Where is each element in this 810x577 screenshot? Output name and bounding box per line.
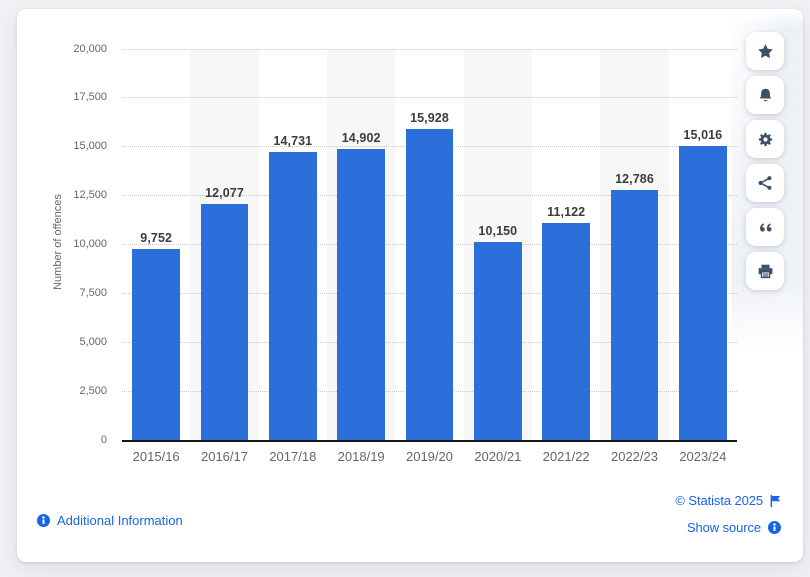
bar-2020/21[interactable] (474, 241, 522, 440)
x-tick-label: 2022/23 (610, 448, 658, 464)
alerts-button[interactable] (746, 76, 784, 114)
y-tick-label: 5,000 (79, 335, 107, 348)
gridline (122, 97, 737, 99)
y-tick-label: 7,500 (79, 286, 107, 299)
print-button[interactable] (746, 252, 784, 290)
info-icon (768, 521, 781, 534)
chart-toolbar (746, 32, 784, 296)
flag-icon (770, 494, 781, 507)
y-tick-label: 15,000 (73, 140, 107, 153)
bar-2015/16[interactable] (132, 249, 180, 440)
bar-value-label: 14,902 (341, 130, 381, 145)
additional-information-label: Additional Information (57, 513, 183, 528)
quote-icon (757, 219, 774, 236)
x-tick-label: 2015/16 (132, 448, 180, 464)
bar-value-label: 10,150 (478, 223, 518, 238)
show-source-label: Show source (686, 520, 761, 535)
share-button[interactable] (746, 164, 784, 202)
bar-value-label: 15,016 (683, 128, 723, 143)
plot-area: 9,752 12,077 14,731 14,902 15,928 10,150 11,12… (122, 48, 737, 442)
footer-right: © Statista 2025 Show source (675, 493, 781, 535)
bar-value-label: 12,786 (615, 172, 654, 187)
x-tick-label: 2020/21 (474, 448, 522, 464)
settings-button[interactable] (746, 120, 784, 158)
y-tick-label: 0 (100, 433, 107, 446)
bar-2017/18[interactable] (269, 152, 317, 440)
info-icon (37, 514, 50, 527)
statista-copyright-link[interactable]: © Statista 2025 (675, 493, 781, 508)
y-tick-label: 17,500 (73, 91, 107, 104)
x-tick-label: 2018/19 (337, 448, 385, 464)
bar-value-label: 9,752 (140, 231, 173, 246)
bar-2019/20[interactable] (405, 128, 454, 440)
y-tick-label: 12,500 (73, 189, 107, 202)
y-tick-label: 20,000 (73, 42, 107, 55)
printer-icon (757, 263, 774, 280)
bar-2016/17[interactable] (200, 203, 249, 440)
additional-information-link[interactable]: Additional Information (37, 513, 183, 528)
bar-value-label: 12,077 (205, 185, 244, 200)
bar-value-label: 11,122 (547, 204, 586, 219)
x-tick-label: 2021/22 (542, 448, 590, 464)
cite-button[interactable] (746, 208, 784, 246)
y-tick-label: 2,500 (79, 384, 107, 397)
gridline (122, 48, 737, 50)
bar-2023/24[interactable] (679, 146, 727, 440)
bar-2018/19[interactable] (337, 148, 385, 440)
bar-2021/22[interactable] (542, 222, 590, 440)
bar-value-label: 15,928 (410, 110, 449, 125)
x-tick-label: 2019/20 (405, 448, 453, 464)
share-icon (757, 175, 773, 191)
show-source-link[interactable]: Show source (675, 520, 781, 535)
favorite-button[interactable] (746, 32, 784, 70)
x-axis-line (122, 440, 737, 442)
y-tick-label: 10,000 (73, 238, 107, 250)
x-axis-tick-labels: 2015/16 2016/17 2017/18 2018/19 2019/20 2020/… (122, 449, 737, 465)
bar-2022/23[interactable] (610, 190, 659, 440)
x-tick-label: 2016/17 (200, 448, 248, 464)
bar-value-label: 14,731 (273, 134, 313, 149)
chart-card: Number of offences 0 2,500 5,000 7,500 10,00… (17, 9, 803, 562)
star-icon (757, 43, 774, 60)
x-tick-label: 2017/18 (269, 448, 317, 464)
x-tick-label: 2023/24 (679, 448, 727, 464)
bell-icon (757, 87, 774, 104)
statista-copyright-label: © Statista 2025 (675, 493, 763, 508)
gear-icon (757, 131, 774, 148)
